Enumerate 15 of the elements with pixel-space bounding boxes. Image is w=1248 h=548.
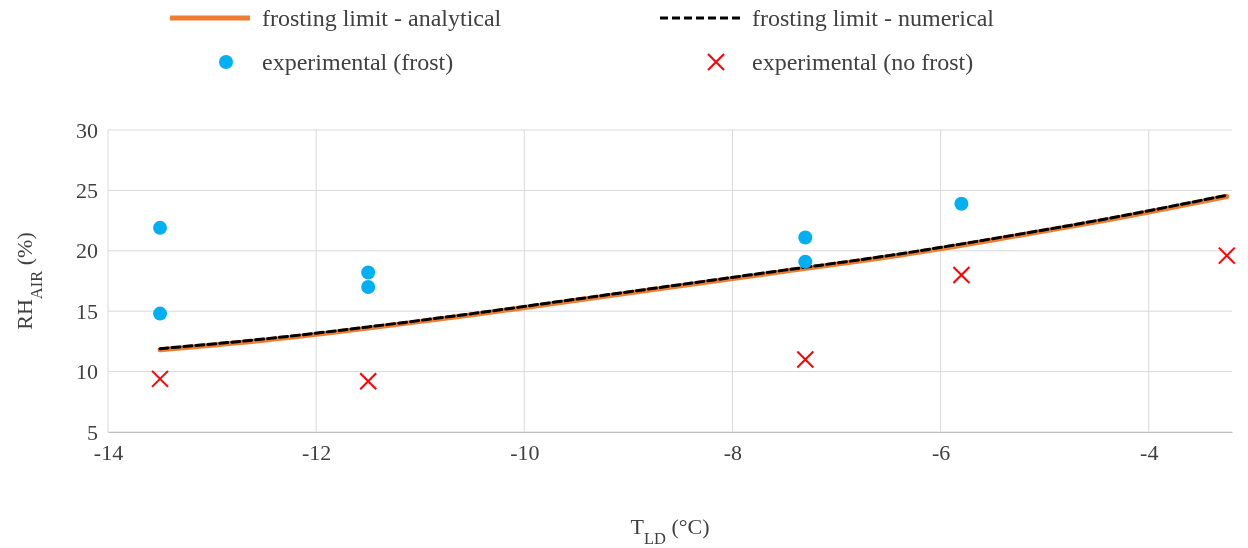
x-tick-label: -6 <box>931 439 951 465</box>
y-tick-label: 20 <box>76 238 98 264</box>
legend-label: frosting limit - numerical <box>752 5 995 31</box>
legend-label: experimental (no frost) <box>752 49 974 75</box>
y-tick-label: 30 <box>76 117 98 143</box>
legend-label: experimental (frost) <box>262 49 454 75</box>
y-tick-label: 25 <box>76 177 98 203</box>
legend-label: frosting limit - analytical <box>262 5 502 31</box>
y-tick-label: 15 <box>76 298 98 324</box>
x-tick-label: -10 <box>510 439 540 465</box>
x-tick-label: -8 <box>723 439 743 465</box>
y-tick-label: 10 <box>76 359 98 385</box>
x-tick-label: -4 <box>1140 439 1159 465</box>
x-axis-title: T$_{LD}$ (°C) <box>630 514 710 548</box>
x-tick-label: -12 <box>301 439 332 465</box>
